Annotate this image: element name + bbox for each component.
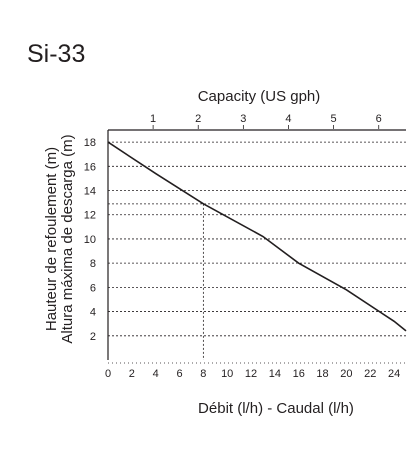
- y-tick-labels: 2 4 6 8 10 12 14 16 18: [84, 137, 96, 343]
- x-tick-label: 22: [364, 368, 376, 380]
- x2-tick-label: 3: [240, 113, 246, 125]
- y-tick-label: 16: [84, 161, 96, 173]
- x2-tick-label: 1: [150, 113, 156, 125]
- grid-lines: [108, 141, 406, 364]
- y-tick-label: 18: [84, 137, 96, 149]
- x2-tick-label: 2: [195, 113, 201, 125]
- x-tick-label: 0: [105, 368, 111, 380]
- model-title: Si-33: [27, 40, 86, 68]
- x-tick-label: 2: [129, 368, 135, 380]
- x-tick-label: 4: [153, 368, 159, 380]
- x-axis-title: Débit (l/h) - Caudal (l/h): [198, 400, 354, 417]
- y-axis-title-fr: Hauteur de refoulement (m): [43, 147, 60, 331]
- x-tick-label: 10: [221, 368, 233, 380]
- x-tick-label: 14: [269, 368, 281, 380]
- series-layer: [107, 141, 407, 332]
- x2-axis-title: Capacity (US gph): [198, 88, 321, 105]
- series-line: [107, 141, 407, 332]
- x2-tick-label: 6: [376, 113, 382, 125]
- plot-frame: [107, 129, 406, 360]
- x-tick-label: 20: [340, 368, 352, 380]
- y-tick-label: 8: [90, 258, 96, 270]
- x-tick-labels: 0 2 4 6 8 10 12 14 16 18 20 22 24: [105, 368, 400, 380]
- x2-tick-labels: 1 2 3 4 5 6: [150, 113, 382, 129]
- y-tick-label: 10: [84, 234, 96, 246]
- x-tick-label: 16: [293, 368, 305, 380]
- y-tick-label: 12: [84, 210, 96, 222]
- y-tick-label: 6: [90, 282, 96, 294]
- x-tick-label: 6: [176, 368, 182, 380]
- x2-tick-label: 4: [285, 113, 291, 125]
- y-tick-label: 4: [90, 307, 96, 319]
- y-tick-label: 2: [90, 331, 96, 343]
- x-tick-label: 8: [200, 368, 206, 380]
- x2-tick-label: 5: [331, 113, 337, 125]
- x-tick-label: 18: [316, 368, 328, 380]
- x-tick-label: 24: [388, 368, 400, 380]
- y-axis-title-es: Altura máxima de descarga (m): [59, 134, 76, 343]
- x-tick-label: 12: [245, 368, 257, 380]
- y-tick-label: 14: [84, 186, 96, 198]
